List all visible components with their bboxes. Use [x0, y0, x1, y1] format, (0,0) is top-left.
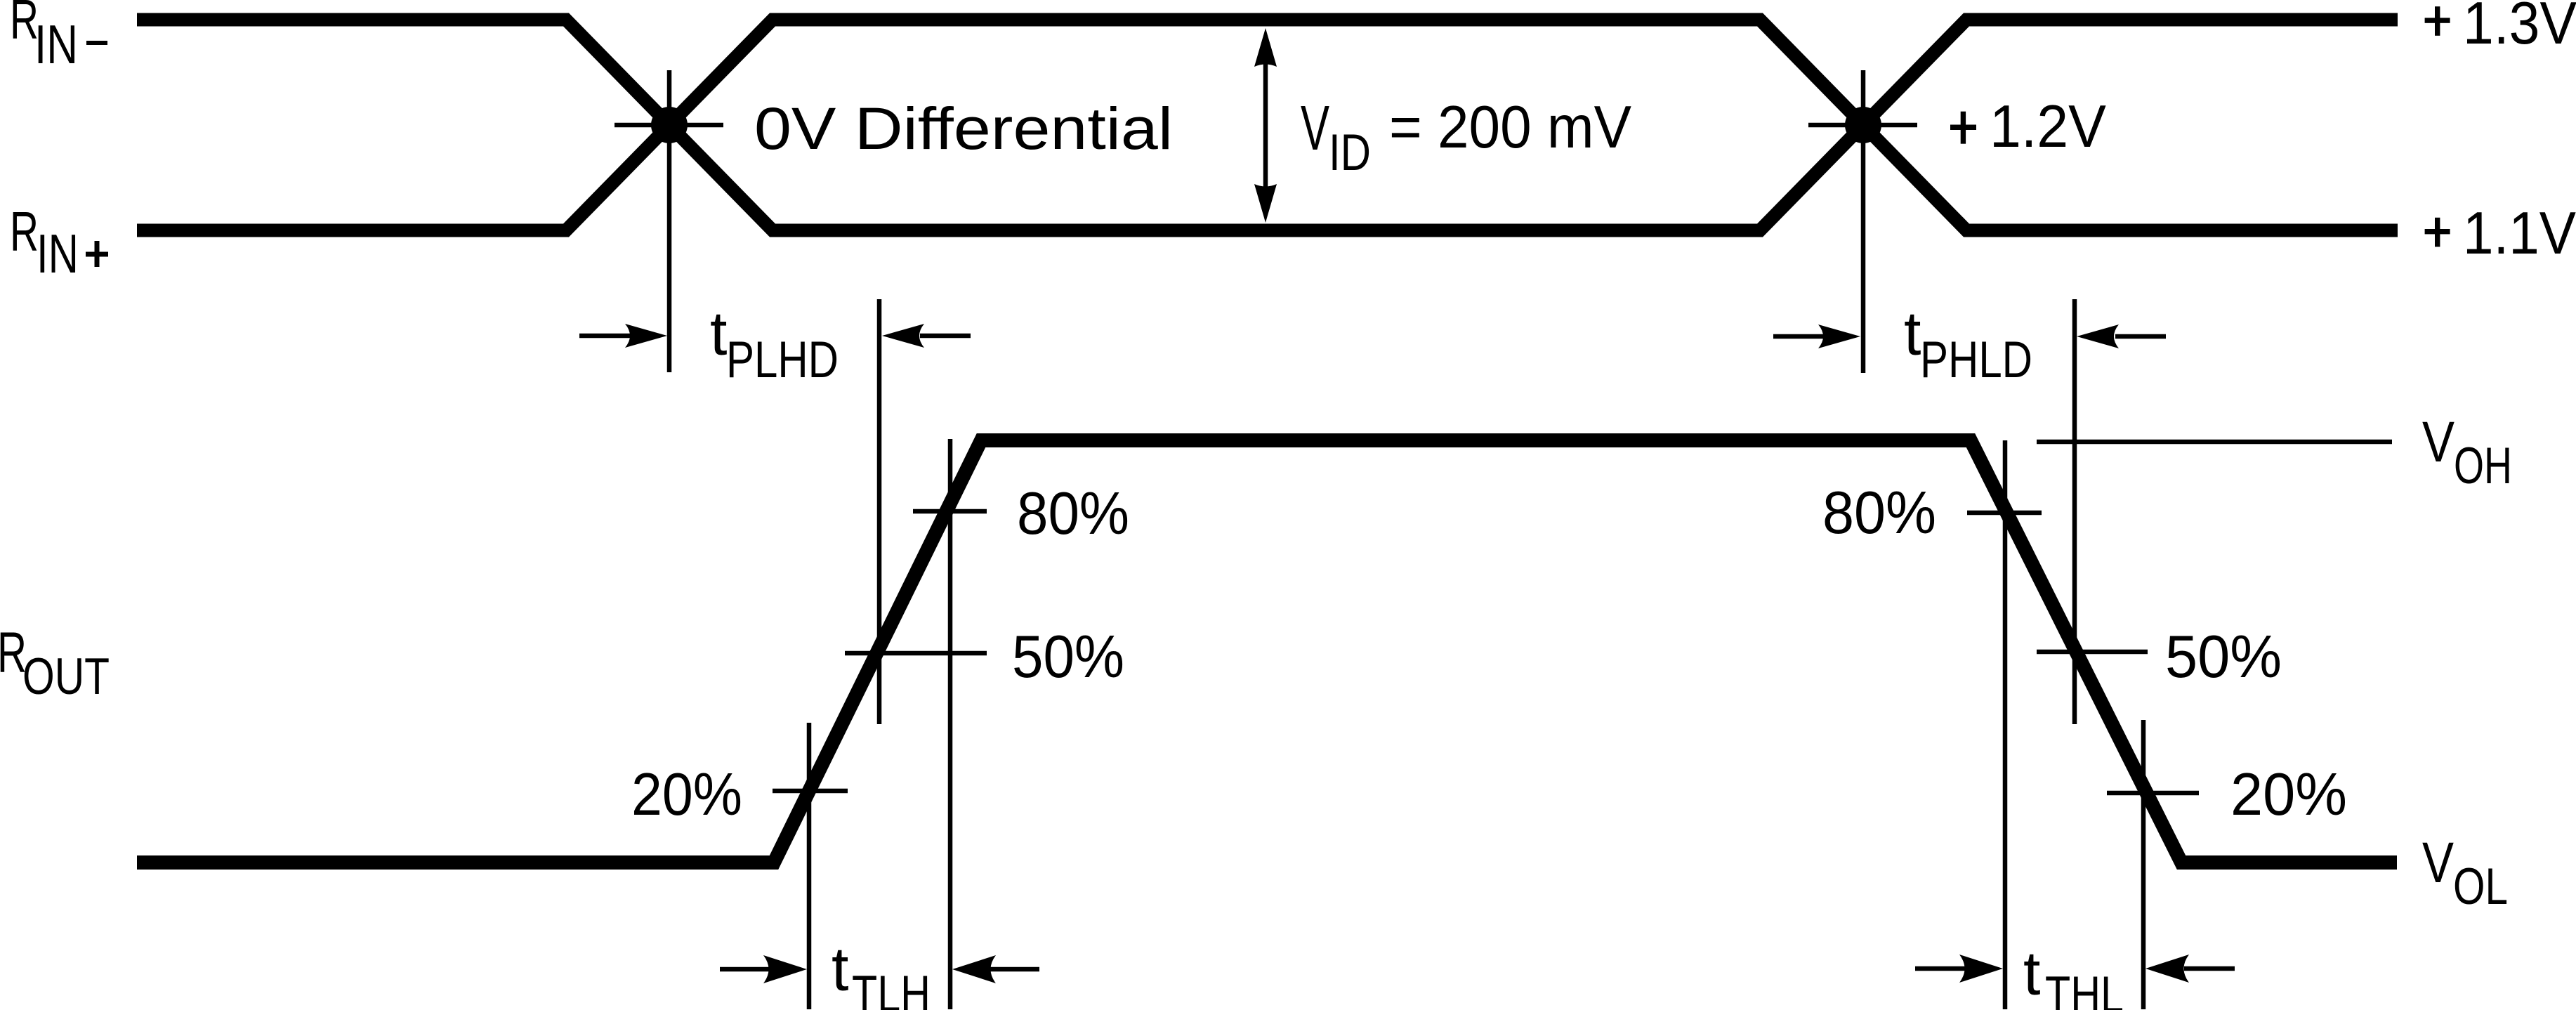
svg-text:TLH: TLH [852, 966, 931, 1010]
svg-text:0V Differential: 0V Differential [754, 96, 1173, 162]
svg-text:20%: 20% [2230, 761, 2347, 828]
svg-text:20%: 20% [631, 761, 742, 828]
svg-text:50%: 50% [2165, 624, 2282, 690]
svg-text:PHLD: PHLD [1920, 332, 2032, 388]
svg-text:t: t [1904, 299, 1921, 368]
svg-text:R: R [10, 200, 39, 263]
svg-text:IN: IN [37, 223, 79, 284]
svg-text:1.1V: 1.1V [2463, 200, 2576, 267]
svg-text:80%: 80% [1017, 480, 1129, 547]
svg-text:PLHD: PLHD [726, 332, 839, 388]
svg-text:OH: OH [2454, 438, 2512, 494]
svg-text:t: t [710, 299, 727, 368]
svg-text:R: R [0, 621, 27, 685]
svg-text:V: V [1301, 93, 1329, 164]
svg-text:= 200 mV: = 200 mV [1389, 94, 1631, 161]
svg-text:50%: 50% [1012, 624, 1124, 690]
svg-text:IN: IN [34, 13, 78, 75]
svg-text:80%: 80% [1822, 480, 1936, 546]
svg-text:R: R [10, 0, 39, 51]
svg-text:1.2V: 1.2V [1990, 93, 2106, 160]
svg-text:OUT: OUT [22, 648, 110, 705]
svg-text:V: V [2422, 831, 2454, 895]
svg-text:OL: OL [2453, 858, 2508, 915]
svg-text:V: V [2422, 410, 2455, 474]
svg-text:ID: ID [1329, 124, 1371, 181]
svg-text:t: t [2023, 938, 2040, 1008]
svg-text:THL: THL [2045, 966, 2124, 1010]
svg-text:t: t [832, 934, 848, 1004]
svg-text:1.3V: 1.3V [2463, 0, 2576, 57]
